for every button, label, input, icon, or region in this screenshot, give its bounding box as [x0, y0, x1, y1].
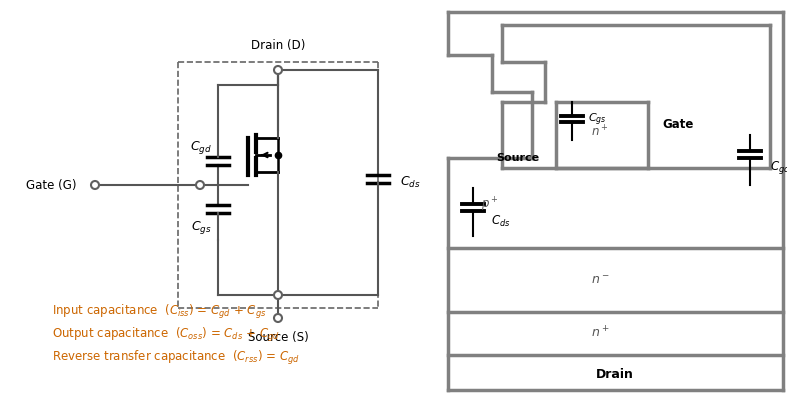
Text: $C_{ds}$: $C_{ds}$	[491, 213, 511, 229]
Text: $n^-$: $n^-$	[591, 273, 609, 286]
Circle shape	[196, 181, 204, 189]
Text: Reverse transfer capacitance  ($C_{rss}$) = $C_{gd}$: Reverse transfer capacitance ($C_{rss}$)…	[52, 349, 300, 367]
Text: Drain (D): Drain (D)	[251, 38, 305, 51]
Text: $p^+$: $p^+$	[481, 196, 499, 214]
Circle shape	[274, 314, 282, 322]
Text: Source (S): Source (S)	[248, 332, 309, 344]
Text: $C_{gd}$: $C_{gd}$	[770, 160, 787, 176]
Text: $C_{ds}$: $C_{ds}$	[400, 174, 421, 190]
Text: $n^+$: $n^+$	[591, 325, 609, 341]
Text: $C_{gs}$: $C_{gs}$	[588, 112, 607, 128]
Circle shape	[274, 66, 282, 74]
Text: Input capacitance  ($C_{iss}$) = $C_{gd}$ + $C_{gs}$: Input capacitance ($C_{iss}$) = $C_{gd}$…	[52, 303, 266, 321]
Circle shape	[91, 181, 99, 189]
Text: $n^+$: $n^+$	[591, 124, 609, 140]
Text: Source: Source	[497, 153, 540, 163]
Text: Output capacitance  ($C_{oss}$) = $C_{ds}$ + $C_{gd}$: Output capacitance ($C_{oss}$) = $C_{ds}…	[52, 326, 279, 344]
Text: Drain: Drain	[596, 367, 634, 381]
Circle shape	[274, 291, 282, 299]
Text: Gate: Gate	[663, 119, 693, 132]
Text: $C_{gs}$: $C_{gs}$	[191, 219, 212, 237]
Text: Gate (G): Gate (G)	[26, 178, 76, 192]
Text: $C_{gd}$: $C_{gd}$	[190, 140, 212, 156]
